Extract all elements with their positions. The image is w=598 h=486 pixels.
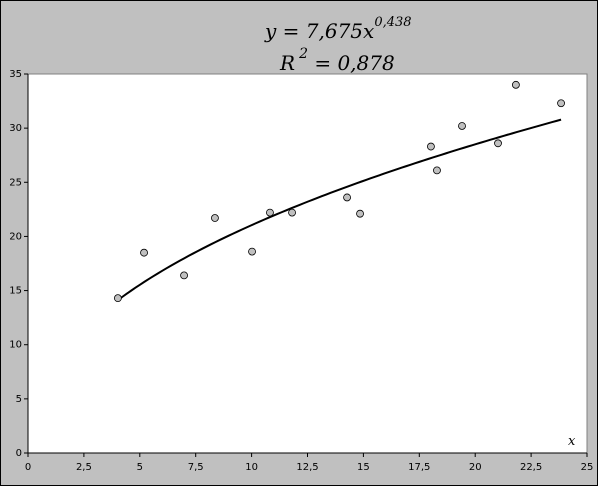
- data-point: [433, 166, 441, 175]
- trendline: [117, 118, 562, 301]
- x-tick-label: 22,5: [520, 462, 542, 473]
- y-tick-label: 0: [16, 448, 22, 459]
- r-value: = 0,878: [308, 51, 395, 75]
- data-point: [140, 248, 148, 257]
- x-tick-label: 0: [25, 462, 31, 473]
- plot-area: [27, 73, 588, 454]
- y-tick-label: 25: [9, 177, 22, 188]
- data-point: [266, 208, 274, 217]
- data-point: [458, 122, 466, 130]
- x-tick-label: 15: [357, 462, 370, 473]
- x-tick-label: 25: [581, 462, 594, 473]
- x-tick-label: 2,5: [76, 462, 92, 473]
- x-tick-label: 17,5: [408, 462, 430, 473]
- x-tick-label: 5: [137, 462, 143, 473]
- data-point: [494, 139, 502, 148]
- data-point: [557, 99, 565, 108]
- data-point: [511, 80, 520, 89]
- y-tick-label: 5: [16, 394, 22, 405]
- data-point: [113, 294, 122, 303]
- data-point: [211, 214, 219, 222]
- data-point: [343, 193, 351, 202]
- y-tick-label: 35: [9, 69, 22, 80]
- r-base: R: [279, 51, 295, 75]
- y-tick-label: 15: [9, 286, 22, 297]
- x-axis-label: x: [568, 434, 576, 449]
- data-point: [356, 209, 364, 218]
- data-point: [288, 208, 296, 217]
- x-tick-label: 12,5: [296, 462, 318, 473]
- title-exponent: 0,438: [374, 15, 411, 30]
- chart-title: y = 7,675x0,438: [264, 15, 412, 43]
- data-point: [180, 271, 188, 280]
- data-point: [248, 247, 256, 256]
- x-tick-label: 7,5: [188, 462, 204, 473]
- y-tick-label: 20: [9, 231, 22, 242]
- y-tick-label: 30: [9, 123, 22, 134]
- y-tick-label: 10: [9, 340, 22, 351]
- title-main: y = 7,675x: [264, 19, 374, 43]
- r-exponent: 2: [298, 46, 308, 62]
- x-tick-label: 20: [469, 462, 482, 473]
- data-point: [427, 142, 435, 151]
- x-tick-label: 10: [245, 462, 258, 473]
